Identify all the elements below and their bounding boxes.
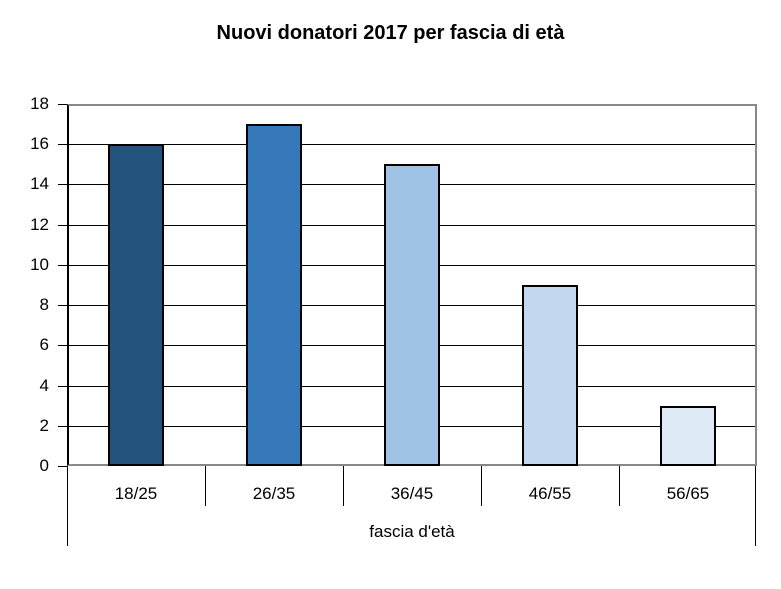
y-tick xyxy=(58,385,67,387)
y-tick xyxy=(58,466,67,467)
y-tick xyxy=(58,425,67,427)
bar-46-55 xyxy=(522,285,578,466)
x-category-label: 18/25 xyxy=(114,484,158,503)
x-axis-left-border xyxy=(67,466,68,546)
bar-56-65 xyxy=(660,405,716,466)
x-category-label: 36/45 xyxy=(390,484,434,503)
x-category-label: 26/35 xyxy=(252,484,296,503)
y-tick xyxy=(58,305,67,307)
y-tick-label: 6 xyxy=(39,335,49,355)
y-tick-label: 18 xyxy=(30,94,49,113)
y-tick xyxy=(58,144,67,146)
y-tick xyxy=(58,264,67,266)
category-separator xyxy=(343,466,344,506)
category-separator xyxy=(205,466,206,506)
x-category-label: 46/55 xyxy=(528,484,572,503)
y-tick-label: 16 xyxy=(30,134,49,154)
x-axis-right-border xyxy=(755,466,756,546)
bar-36-45 xyxy=(384,164,440,466)
y-tick-label: 0 xyxy=(39,456,49,475)
y-tick xyxy=(58,104,67,105)
bar-18-25 xyxy=(108,144,164,466)
gridline xyxy=(69,144,755,146)
plot-area xyxy=(67,104,757,466)
y-tick-label: 8 xyxy=(39,295,49,315)
y-tick-label: 12 xyxy=(30,214,49,234)
chart-title: Nuovi donatori 2017 per fascia di età xyxy=(216,22,565,44)
y-tick-label: 14 xyxy=(30,174,49,194)
y-tick xyxy=(58,184,67,186)
y-tick-label: 4 xyxy=(39,375,49,395)
bar-26-35 xyxy=(246,124,302,466)
y-tick xyxy=(58,224,67,226)
x-category-label: 56/65 xyxy=(666,484,710,503)
category-separator xyxy=(619,466,620,506)
y-tick xyxy=(58,345,67,347)
category-separator xyxy=(481,466,482,506)
y-tick-label: 2 xyxy=(39,415,49,435)
y-tick-label: 10 xyxy=(30,254,49,274)
x-axis-title: fascia d'età xyxy=(369,522,455,541)
